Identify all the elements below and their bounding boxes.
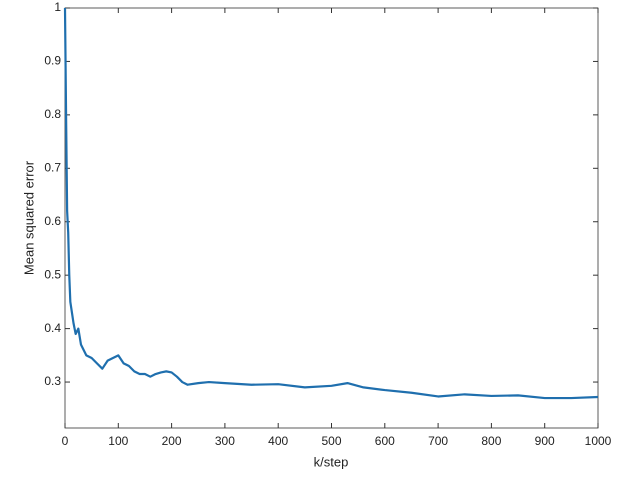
- x-tick-label: 400: [268, 434, 288, 448]
- y-tick-label: 0.8: [44, 107, 61, 121]
- x-tick-label: 200: [162, 434, 182, 448]
- x-axis-label: k/step: [314, 454, 349, 469]
- y-tick-label: 0.5: [44, 267, 61, 281]
- x-tick-label: 1000: [585, 434, 612, 448]
- x-tick-label: 800: [481, 434, 501, 448]
- x-tick-label: 900: [535, 434, 555, 448]
- series-line: [63, 7, 599, 400]
- x-tick-label: 700: [428, 434, 448, 448]
- y-axis-label: Mean squared error: [21, 160, 36, 275]
- y-tick-label: 0.9: [44, 54, 61, 68]
- x-tick-label: 300: [215, 434, 235, 448]
- plot-frame: [64, 7, 599, 429]
- x-tick-label: 600: [375, 434, 395, 448]
- y-tick-label: 0.4: [44, 321, 61, 335]
- y-tick-label: 1: [54, 0, 61, 14]
- x-tick-label: 100: [108, 434, 128, 448]
- y-tick-label: 0.3: [44, 374, 61, 388]
- x-tick-label: 0: [62, 434, 69, 448]
- x-tick-label: 500: [321, 434, 341, 448]
- y-tick-label: 0.7: [44, 160, 61, 174]
- y-tick-label: 0.6: [44, 214, 61, 228]
